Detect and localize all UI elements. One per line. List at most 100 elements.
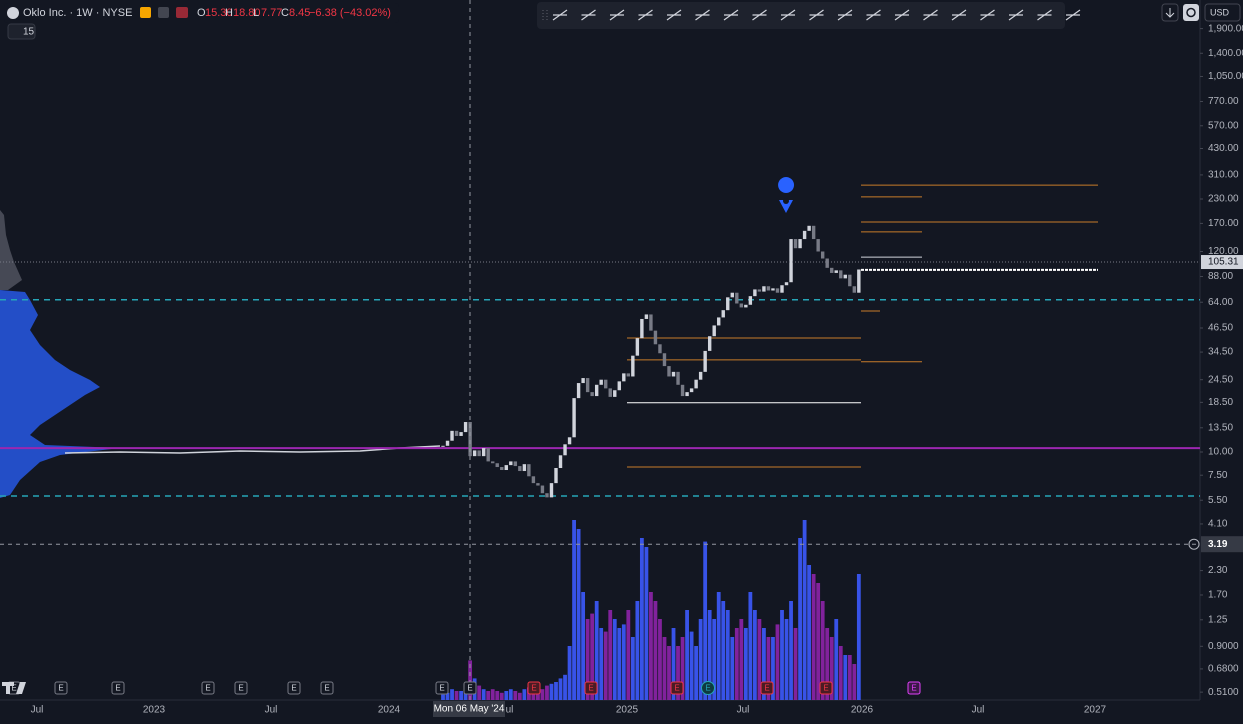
tool-icon: [894, 9, 910, 21]
candle: [441, 445, 445, 447]
earnings-badge[interactable]: [819, 681, 833, 695]
candle: [576, 383, 581, 399]
volume-bar: [459, 691, 463, 700]
x-tick-label: 2027: [1084, 705, 1107, 716]
compare-icon[interactable]: [158, 7, 169, 18]
earnings-badge[interactable]: [584, 681, 598, 695]
volume-bar: [594, 601, 599, 700]
volume-bar: [725, 610, 730, 700]
candle: [658, 344, 662, 354]
flag-icon[interactable]: [140, 7, 151, 18]
volume-bar: [558, 678, 563, 700]
y-tick-label: 430.00: [1208, 143, 1239, 154]
earnings-badge[interactable]: [760, 681, 774, 695]
candle: [816, 239, 820, 252]
earnings-badge[interactable]: [201, 681, 215, 695]
candle: [509, 461, 513, 466]
refresh-button[interactable]: [1183, 4, 1199, 21]
y-tick-label: 0.6800: [1208, 664, 1239, 675]
volume-bar: [825, 628, 830, 700]
candle: [798, 239, 802, 249]
earnings-badge[interactable]: [907, 681, 921, 695]
earnings-badge[interactable]: [435, 681, 449, 695]
earnings-badge[interactable]: [320, 681, 334, 695]
candle: [527, 464, 531, 477]
volume-bar: [585, 619, 590, 700]
candle: [676, 371, 680, 385]
y-tick-label: 1,050.00: [1208, 71, 1243, 82]
earnings-label: E: [823, 684, 828, 693]
candle: [766, 286, 771, 291]
volume-bar: [563, 674, 567, 700]
candle: [694, 379, 698, 389]
volume-bar: [707, 610, 712, 700]
volume-bar: [766, 637, 771, 700]
candle: [662, 353, 667, 367]
symbol-logo: [7, 7, 19, 19]
candle: [667, 366, 671, 377]
volume-bar: [662, 637, 667, 700]
earnings-badge[interactable]: [287, 681, 301, 695]
earnings-label: E: [324, 684, 329, 693]
candle: [825, 258, 829, 268]
tool-icon: [552, 9, 568, 21]
interval-badge-box[interactable]: [7, 23, 36, 40]
earnings-badge[interactable]: [670, 681, 684, 695]
add-alert-icon[interactable]: [1188, 538, 1200, 550]
y-tick-label: 4.10: [1208, 519, 1228, 530]
tool-icon: [780, 9, 796, 21]
y-tick-label: 46.50: [1208, 323, 1233, 334]
refresh-icon: [1186, 7, 1196, 18]
candle: [522, 464, 527, 472]
candle: [802, 230, 807, 240]
volume-bar: [599, 628, 604, 700]
y-tick-label: 230.00: [1208, 194, 1239, 205]
candle: [834, 270, 838, 273]
candle: [789, 239, 793, 283]
y-tick-label: 120.00: [1208, 246, 1239, 257]
tool-icon: [1037, 9, 1052, 21]
volume-bar: [703, 541, 708, 700]
ohlc-value: 8.45: [289, 7, 310, 19]
earnings-badge[interactable]: [463, 681, 477, 695]
earnings-label: E: [11, 684, 16, 693]
crosshair-date-label: Mon 06 May '24: [434, 704, 505, 715]
tool-icon: [809, 9, 824, 21]
candle: [585, 378, 590, 393]
currency-box[interactable]: [1204, 3, 1241, 22]
volume-bar: [536, 689, 540, 700]
tool-icon: [1065, 9, 1081, 21]
volume-bar: [671, 628, 676, 700]
candle: [771, 288, 775, 291]
volume-bar: [739, 619, 744, 700]
earnings-badge[interactable]: [527, 681, 541, 695]
candle: [481, 448, 486, 457]
candle: [744, 304, 748, 308]
volume-bar: [784, 619, 789, 700]
earnings-label: E: [531, 684, 536, 693]
earnings-badge[interactable]: [111, 681, 125, 695]
earnings-badge[interactable]: [701, 681, 715, 695]
candle: [445, 440, 450, 446]
volume-bar: [838, 646, 843, 700]
volume-bar: [576, 529, 581, 700]
volume-bar: [676, 646, 680, 700]
volume-bar: [477, 685, 482, 700]
y-tick-label: 34.50: [1208, 347, 1233, 358]
volume-bar: [630, 637, 635, 700]
scroll-icon: [1165, 8, 1175, 18]
candle: [671, 371, 676, 377]
tool-icon: [951, 9, 967, 21]
tool-icon: [923, 9, 938, 21]
candle: [757, 289, 762, 292]
alert-icon[interactable]: [176, 7, 188, 18]
candle: [477, 450, 481, 457]
candle: [617, 381, 621, 391]
x-tick-label: 2024: [378, 705, 401, 716]
volume-bar: [798, 538, 802, 700]
earnings-badge[interactable]: [54, 681, 68, 695]
earnings-badge[interactable]: [234, 681, 248, 695]
tool-icon: [666, 9, 682, 21]
candle: [698, 371, 703, 380]
